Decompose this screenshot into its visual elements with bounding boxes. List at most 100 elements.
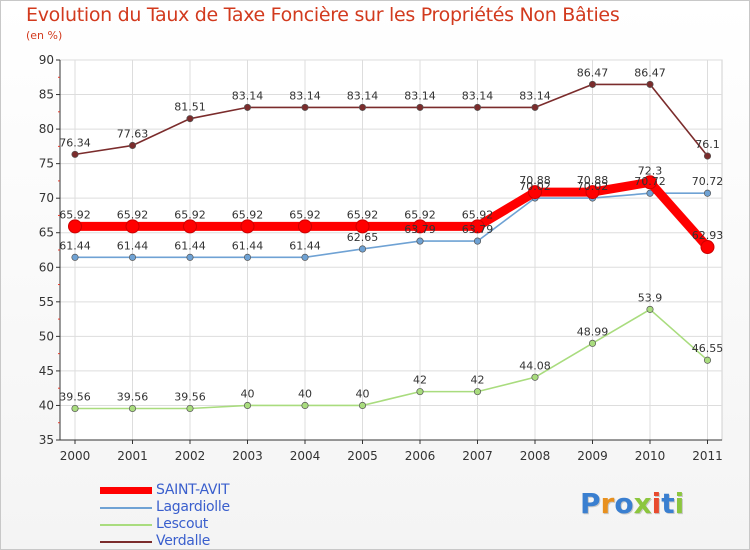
point-lagardiolle-2010: [646, 189, 654, 197]
data-label-lagardiolle-2010: 70.72: [634, 175, 666, 188]
proxiti-logo: Proxiti: [580, 487, 685, 520]
point-saint_avit-2003: [240, 219, 255, 234]
point-verdalle-2000: [71, 150, 79, 158]
legend-item-lescout[interactable]: Lescout: [100, 516, 230, 533]
data-label-lescout-2001: 39.56: [117, 390, 149, 403]
legend-swatch-verdalle: [100, 540, 152, 543]
series-line-verdalle: [74, 83, 709, 157]
point-verdalle-2010: [646, 80, 654, 88]
point-verdalle-2004: [301, 103, 309, 111]
point-lescout-2000: [71, 404, 79, 413]
y-tick-label-60: 60: [39, 260, 54, 274]
point-lagardiolle-2002: [186, 253, 194, 261]
y-tick-label-75: 75: [39, 157, 54, 171]
data-label-lescout-2002: 39.56: [174, 390, 206, 403]
legend-label-lagardiolle: Lagardiolle: [156, 499, 230, 515]
data-label-verdalle-2000: 76.34: [59, 136, 91, 149]
legend: SAINT-AVIT Lagardiolle Lescout Verdalle: [100, 482, 230, 550]
point-lescout-2006: [416, 388, 424, 396]
data-label-lagardiolle-2008: 70.02: [519, 180, 551, 193]
x-tick-label-2005: 2005: [347, 449, 378, 463]
legend-item-verdalle[interactable]: Verdalle: [100, 533, 230, 550]
y-tick-label-55: 55: [39, 295, 54, 309]
point-verdalle-2009: [588, 80, 597, 88]
point-saint_avit-2007: [470, 219, 485, 234]
point-lescout-2003: [243, 401, 252, 410]
data-label-lagardiolle-2004: 61.44: [289, 239, 321, 252]
y-tick-label-45: 45: [39, 364, 54, 378]
series-line-lagardiolle: [74, 192, 709, 259]
point-lagardiolle-2006: [416, 237, 424, 245]
series-line-lescout: [74, 308, 709, 410]
legend-swatch-lagardiolle: [100, 506, 152, 509]
y-tick-label-50: 50: [39, 329, 54, 343]
data-label-verdalle-2002: 81.51: [174, 101, 206, 114]
point-saint_avit-2008: [528, 185, 542, 200]
legend-item-saint-avit[interactable]: SAINT-AVIT: [100, 482, 230, 499]
data-label-saint_avit-2000: 65.92: [59, 208, 91, 221]
data-label-saint_avit-2006: 65.92: [404, 208, 436, 221]
point-verdalle-2008: [531, 103, 539, 111]
data-label-verdalle-2008: 83.14: [519, 89, 551, 102]
data-label-lescout-2009: 48.99: [577, 325, 609, 338]
x-tick-label-2006: 2006: [405, 449, 436, 463]
data-label-saint_avit-2005: 65.92: [347, 208, 379, 221]
data-label-verdalle-2005: 83.14: [347, 89, 379, 102]
point-saint_avit-2011: [700, 240, 715, 255]
data-label-saint_avit-2002: 65.92: [174, 208, 206, 221]
point-saint_avit-2006: [413, 219, 427, 234]
chart-title: Evolution du Taux de Taxe Foncière sur l…: [26, 4, 620, 26]
point-saint_avit-2009: [585, 185, 600, 200]
point-saint_avit-2005: [355, 219, 370, 234]
y-tick-label-65: 65: [39, 226, 54, 240]
data-label-verdalle-2003: 83.14: [232, 89, 264, 102]
data-label-lagardiolle-2009: 70.02: [577, 180, 609, 193]
data-label-lescout-2004: 40: [298, 387, 312, 400]
data-label-saint_avit-2011: 62.93: [692, 229, 724, 242]
point-saint_avit-2001: [125, 219, 140, 234]
legend-label-verdalle: Verdalle: [156, 533, 211, 549]
data-label-verdalle-2011: 76.1: [695, 138, 720, 151]
data-label-saint_avit-2003: 65.92: [232, 208, 264, 221]
point-verdalle-2011: [703, 152, 712, 160]
data-label-lescout-2005: 40: [356, 387, 370, 400]
point-lagardiolle-2003: [243, 253, 252, 261]
y-tick-label-35: 35: [39, 433, 54, 447]
data-label-verdalle-2010: 86.47: [634, 66, 666, 79]
legend-label-saint-avit: SAINT-AVIT: [156, 482, 230, 498]
point-lescout-2007: [473, 388, 482, 396]
legend-label-lescout: Lescout: [156, 516, 208, 532]
point-lagardiolle-2000: [71, 253, 79, 261]
point-lagardiolle-2007: [473, 237, 482, 245]
point-lagardiolle-2005: [358, 245, 367, 253]
x-tick-label-2007: 2007: [462, 449, 493, 463]
point-lagardiolle-2001: [128, 253, 137, 261]
point-lescout-2001: [128, 404, 137, 413]
legend-swatch-saint-avit: [100, 487, 152, 494]
x-tick-label-2009: 2009: [577, 449, 608, 463]
data-label-lescout-2011: 46.55: [692, 342, 724, 355]
point-verdalle-2006: [416, 103, 424, 111]
point-lescout-2011: [703, 356, 712, 364]
x-tick-label-2003: 2003: [232, 449, 263, 463]
data-label-lescout-2010: 53.9: [638, 291, 663, 304]
x-tick-label-2004: 2004: [290, 449, 321, 463]
point-verdalle-2005: [358, 103, 367, 111]
legend-item-lagardiolle[interactable]: Lagardiolle: [100, 499, 230, 516]
point-saint_avit-2010: [643, 175, 657, 190]
point-verdalle-2001: [128, 141, 137, 150]
point-lescout-2010: [646, 305, 654, 313]
y-tick-label-90: 90: [39, 53, 54, 67]
data-label-saint_avit-2001: 65.92: [117, 208, 149, 221]
legend-swatch-lescout: [100, 523, 152, 526]
data-label-lescout-2007: 42: [471, 374, 485, 387]
data-label-saint_avit-2009: 70.88: [577, 174, 609, 187]
data-label-verdalle-2007: 83.14: [462, 89, 494, 102]
data-label-lagardiolle-2011: 70.72: [692, 175, 724, 188]
data-label-saint_avit-2010: 72.3: [638, 164, 663, 177]
y-tick-label-85: 85: [39, 88, 54, 102]
x-tick-label-2008: 2008: [520, 449, 551, 463]
data-label-verdalle-2009: 86.47: [577, 66, 609, 79]
x-tick-label-2011: 2011: [692, 449, 723, 463]
